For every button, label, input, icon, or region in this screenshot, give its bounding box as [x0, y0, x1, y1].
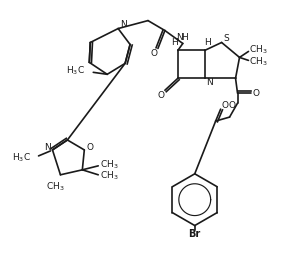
Text: CH$_3$: CH$_3$ — [100, 159, 119, 171]
Text: N: N — [176, 33, 183, 42]
Text: H: H — [181, 33, 188, 42]
Text: N: N — [120, 20, 126, 29]
Text: O: O — [157, 91, 164, 100]
Text: N: N — [44, 143, 51, 152]
Text: Br: Br — [189, 230, 201, 239]
Text: O: O — [221, 101, 228, 110]
Text: H: H — [171, 38, 178, 47]
Text: O: O — [253, 89, 260, 98]
Text: CH$_3$: CH$_3$ — [46, 181, 65, 193]
Text: O: O — [228, 101, 235, 110]
Text: CH$_3$: CH$_3$ — [249, 43, 268, 56]
Text: CH$_3$: CH$_3$ — [100, 169, 119, 182]
Text: CH$_3$: CH$_3$ — [249, 55, 268, 68]
Text: H: H — [204, 38, 211, 47]
Text: H$_3$C: H$_3$C — [12, 152, 31, 164]
Text: O: O — [150, 49, 157, 58]
Text: N: N — [206, 78, 213, 87]
Text: S: S — [224, 34, 230, 43]
Text: O: O — [87, 143, 94, 152]
Text: H$_3$C: H$_3$C — [66, 64, 85, 77]
